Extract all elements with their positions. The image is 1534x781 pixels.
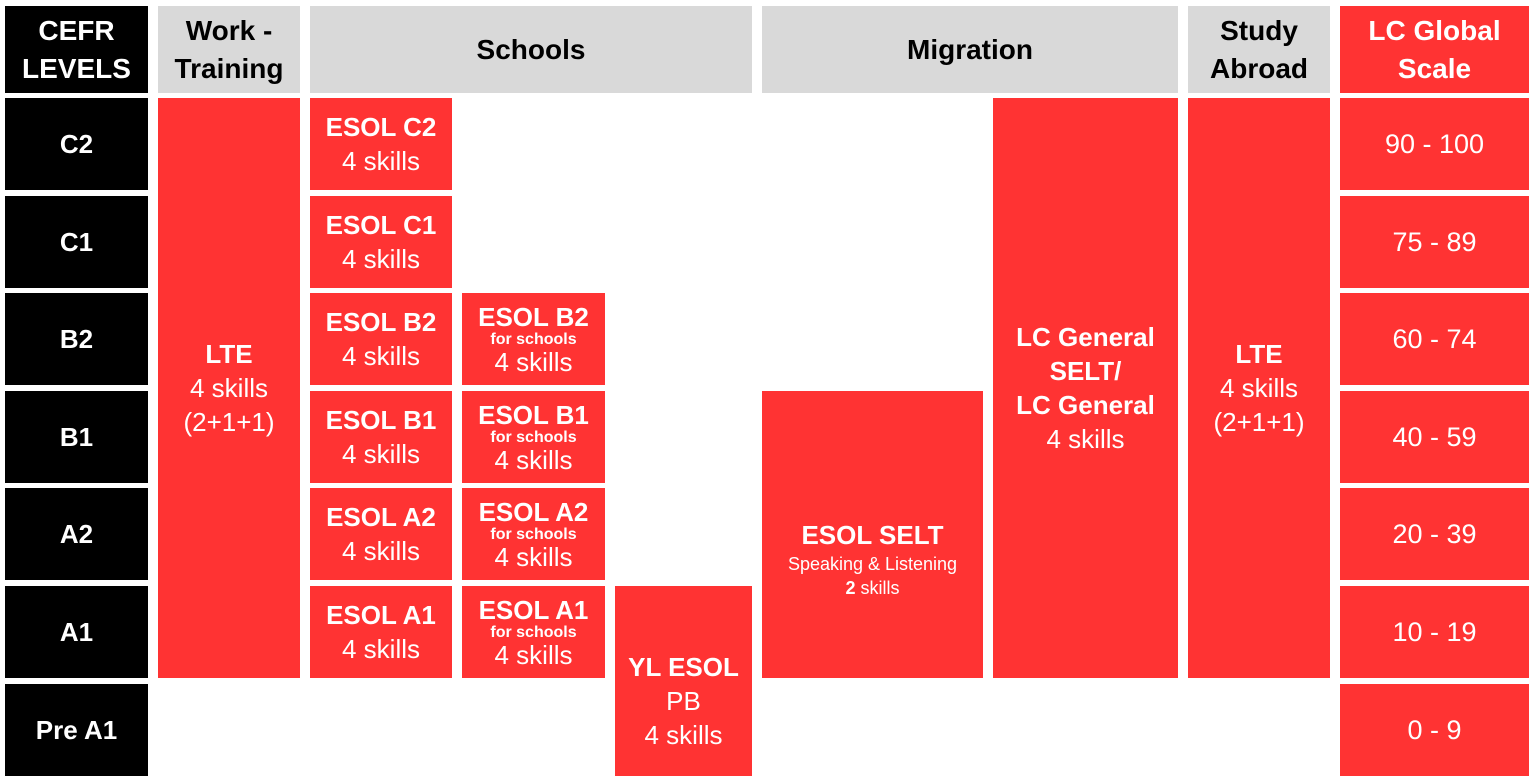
esol-schools-title: ESOL A2 (478, 496, 589, 527)
esol-skills: 4 skills (341, 536, 420, 566)
work-lte-note: (2+1+1) (183, 407, 275, 437)
esol-skills: 4 skills (341, 146, 420, 176)
lc-general-skills: 4 skills (1046, 424, 1125, 454)
level-pre-a1: Pre A1 (5, 684, 148, 776)
esol-b2-block: ESOL B2 4 skills (310, 293, 452, 385)
esol-selt-block: ESOL SELT Speaking & Listening 2 skills (762, 391, 983, 678)
esol-selt-skills-num: 2 (845, 577, 856, 598)
scale-c1: 75 - 89 (1340, 196, 1529, 288)
level-c2: C2 (5, 98, 148, 190)
scale-pre-a1: 0 - 9 (1340, 684, 1529, 776)
esol-skills: 4 skills (341, 341, 420, 371)
scale-a2: 20 - 39 (1340, 488, 1529, 580)
esol-schools-a2-block: ESOL A2 for schools 4 skills (462, 488, 605, 580)
esol-a2-block: ESOL A2 4 skills (310, 488, 452, 580)
header-work-training: Work - Training (158, 6, 300, 93)
header-schools: Schools (310, 6, 752, 93)
lc-general-selt-block: LC General SELT/ LC General 4 skills (993, 98, 1178, 678)
lc-general-line2: SELT/ (1049, 356, 1122, 386)
esol-schools-sub: for schools (490, 623, 577, 641)
level-c1: C1 (5, 196, 148, 288)
yl-esol-block: YL ESOL PB 4 skills (615, 586, 752, 776)
esol-selt-sub: Speaking & Listening (787, 553, 958, 574)
esol-c1-block: ESOL C1 4 skills (310, 196, 452, 288)
scale-b2: 60 - 74 (1340, 293, 1529, 385)
esol-selt-title: ESOL SELT (801, 519, 944, 550)
esol-schools-sub: for schools (490, 525, 577, 543)
level-b2: B2 (5, 293, 148, 385)
esol-title: ESOL B1 (325, 405, 437, 435)
esol-a1-block: ESOL A1 4 skills (310, 586, 452, 678)
esol-schools-sub: for schools (490, 428, 577, 446)
lc-general-line1: LC General (1016, 322, 1155, 352)
esol-selt-skills: 2 skills (845, 576, 899, 600)
esol-schools-skills: 4 skills (494, 346, 573, 377)
esol-schools-skills: 4 skills (494, 541, 573, 572)
level-a2: A2 (5, 488, 148, 580)
header-cefr-levels: CEFR LEVELS (5, 6, 148, 93)
study-lte-note: (2+1+1) (1213, 407, 1305, 437)
yl-esol-sub: PB (666, 686, 701, 716)
scale-b1: 40 - 59 (1340, 391, 1529, 483)
esol-skills: 4 skills (341, 244, 420, 274)
work-lte-skills: 4 skills (189, 373, 268, 403)
scale-a1: 10 - 19 (1340, 586, 1529, 678)
study-lte-skills: 4 skills (1219, 373, 1298, 403)
header-lc-global-scale: LC Global Scale (1340, 6, 1529, 93)
esol-schools-title: ESOL A1 (478, 594, 589, 625)
level-a1: A1 (5, 586, 148, 678)
esol-schools-title: ESOL B1 (478, 399, 589, 430)
yl-esol-skills: 4 skills (644, 720, 723, 750)
yl-esol-title: YL ESOL (628, 652, 739, 682)
scale-c2: 90 - 100 (1340, 98, 1529, 190)
header-migration: Migration (762, 6, 1178, 93)
study-lte-title: LTE (1235, 339, 1283, 369)
esol-c2-block: ESOL C2 4 skills (310, 98, 452, 190)
esol-schools-skills: 4 skills (494, 444, 573, 475)
esol-skills: 4 skills (341, 634, 420, 664)
esol-schools-b2-block: ESOL B2 for schools 4 skills (462, 293, 605, 385)
esol-title: ESOL C1 (325, 210, 437, 240)
esol-title: ESOL B2 (325, 307, 437, 337)
esol-schools-sub: for schools (490, 330, 577, 348)
esol-title: ESOL A1 (326, 600, 436, 630)
work-lte-title: LTE (205, 339, 253, 369)
lc-general-line3: LC General (1016, 390, 1155, 420)
esol-skills: 4 skills (341, 439, 420, 469)
esol-schools-a1-block: ESOL A1 for schools 4 skills (462, 586, 605, 678)
esol-schools-b1-block: ESOL B1 for schools 4 skills (462, 391, 605, 483)
study-lte-block: LTE 4 skills (2+1+1) (1188, 98, 1330, 678)
esol-title: ESOL A2 (326, 502, 436, 532)
work-lte-block: LTE 4 skills (2+1+1) (158, 98, 300, 678)
esol-b1-block: ESOL B1 4 skills (310, 391, 452, 483)
esol-title: ESOL C2 (325, 112, 437, 142)
esol-schools-skills: 4 skills (494, 639, 573, 670)
esol-schools-title: ESOL B2 (478, 301, 589, 332)
level-b1: B1 (5, 391, 148, 483)
esol-selt-skills-word: skills (855, 577, 900, 598)
header-study-abroad: Study Abroad (1188, 6, 1330, 93)
